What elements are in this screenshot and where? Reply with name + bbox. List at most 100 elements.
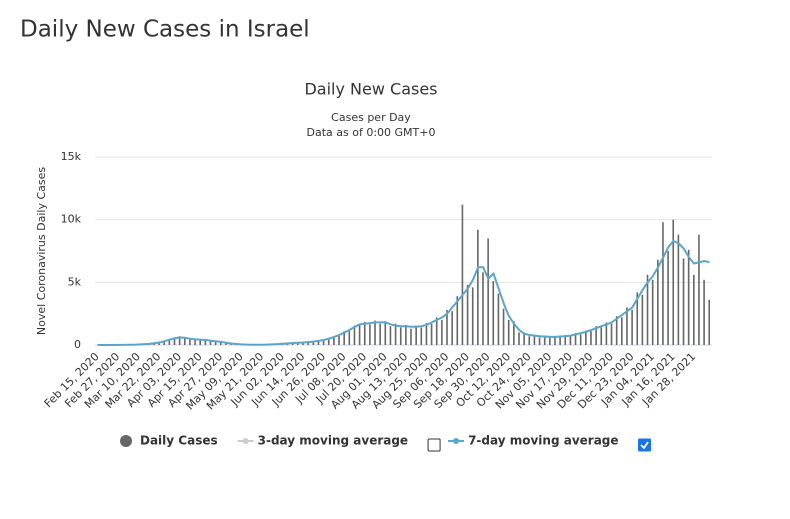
- bar: [338, 335, 340, 345]
- bar: [641, 294, 644, 345]
- bar: [163, 341, 166, 345]
- bar: [687, 249, 690, 345]
- y-tick-label: 10k: [61, 213, 82, 226]
- legend-label[interactable]: 3-day moving average: [258, 434, 408, 448]
- chart-note: Data as of 0:00 GMT+0: [307, 126, 436, 139]
- bar: [626, 307, 628, 345]
- bar: [477, 229, 479, 345]
- bar: [605, 322, 608, 345]
- y-axis-label: Novel Coronavirus Daily Cases: [35, 167, 48, 335]
- checkbox[interactable]: [427, 438, 441, 452]
- bar: [621, 317, 623, 345]
- bar: [564, 334, 567, 345]
- legend-label[interactable]: Daily Cases: [140, 434, 218, 448]
- bar: [672, 219, 675, 345]
- bar: [302, 342, 304, 345]
- legend-label[interactable]: 7-day moving average: [468, 434, 618, 448]
- bar: [312, 341, 315, 345]
- bar: [559, 337, 561, 345]
- bar: [219, 342, 222, 345]
- bar: [435, 317, 438, 345]
- bar: [662, 222, 664, 345]
- legend-marker: [242, 438, 249, 444]
- bar: [590, 331, 592, 345]
- bar: [384, 321, 387, 345]
- bar: [358, 324, 361, 345]
- bar: [487, 238, 489, 345]
- chart-title: Daily New Cases: [304, 80, 437, 99]
- checkbox[interactable]: [638, 438, 652, 452]
- bar: [199, 338, 202, 345]
- checkbox-tick: [640, 441, 649, 450]
- bar: [579, 334, 582, 345]
- legend-marker: [453, 438, 460, 444]
- bar: [420, 327, 423, 345]
- y-tick-label: 5k: [68, 275, 82, 288]
- bar: [415, 325, 417, 345]
- chart-subtitle: Cases per Day: [331, 111, 411, 124]
- bar: [682, 258, 685, 345]
- bar: [374, 320, 376, 345]
- bar: [502, 308, 505, 345]
- bar: [379, 323, 381, 345]
- bar: [430, 323, 433, 345]
- bar: [615, 316, 618, 345]
- bar: [693, 274, 695, 345]
- bar: [528, 336, 531, 345]
- bar: [677, 234, 680, 345]
- bar: [168, 338, 171, 345]
- bar: [394, 323, 397, 345]
- bar: [543, 335, 546, 345]
- bar: [173, 337, 176, 345]
- page-title: Daily New Cases in Israel: [20, 17, 310, 43]
- bar: [703, 279, 705, 345]
- bar: [523, 332, 525, 345]
- bar: [204, 340, 207, 345]
- bar: [363, 321, 366, 345]
- bar: [492, 281, 495, 345]
- bar: [600, 327, 603, 345]
- bar: [651, 279, 654, 345]
- bar: [322, 339, 325, 345]
- legend-marker: [120, 435, 132, 447]
- y-tick-label: 15k: [61, 150, 82, 163]
- bar: [183, 338, 186, 345]
- bar: [451, 311, 453, 345]
- bar: [471, 287, 474, 345]
- bar: [225, 342, 227, 345]
- bar: [466, 284, 469, 345]
- bar: [595, 326, 597, 345]
- bar: [507, 319, 510, 345]
- bar: [636, 292, 639, 345]
- bar: [461, 204, 464, 345]
- bar: [482, 272, 484, 345]
- bar: [297, 342, 299, 345]
- bar: [574, 333, 577, 345]
- bar: [646, 274, 649, 345]
- bar: [610, 323, 613, 345]
- bar: [214, 341, 217, 345]
- bar: [631, 309, 633, 345]
- bar: [667, 251, 669, 345]
- bar: [327, 339, 330, 345]
- bar: [389, 326, 392, 345]
- bar: [369, 324, 371, 345]
- bar: [549, 337, 551, 345]
- bar: [585, 330, 587, 345]
- bar: [209, 340, 212, 345]
- line: [97, 239, 710, 346]
- bar: [533, 334, 536, 345]
- bar: [657, 259, 659, 345]
- bar: [333, 336, 335, 345]
- bar: [353, 325, 356, 345]
- bar: [399, 327, 402, 345]
- bar: [410, 328, 412, 345]
- bar: [343, 331, 345, 345]
- bar: [698, 234, 700, 345]
- bar: [513, 321, 515, 345]
- bar: [569, 336, 572, 345]
- bar: [456, 296, 459, 345]
- bar: [446, 309, 448, 345]
- bar: [189, 337, 191, 345]
